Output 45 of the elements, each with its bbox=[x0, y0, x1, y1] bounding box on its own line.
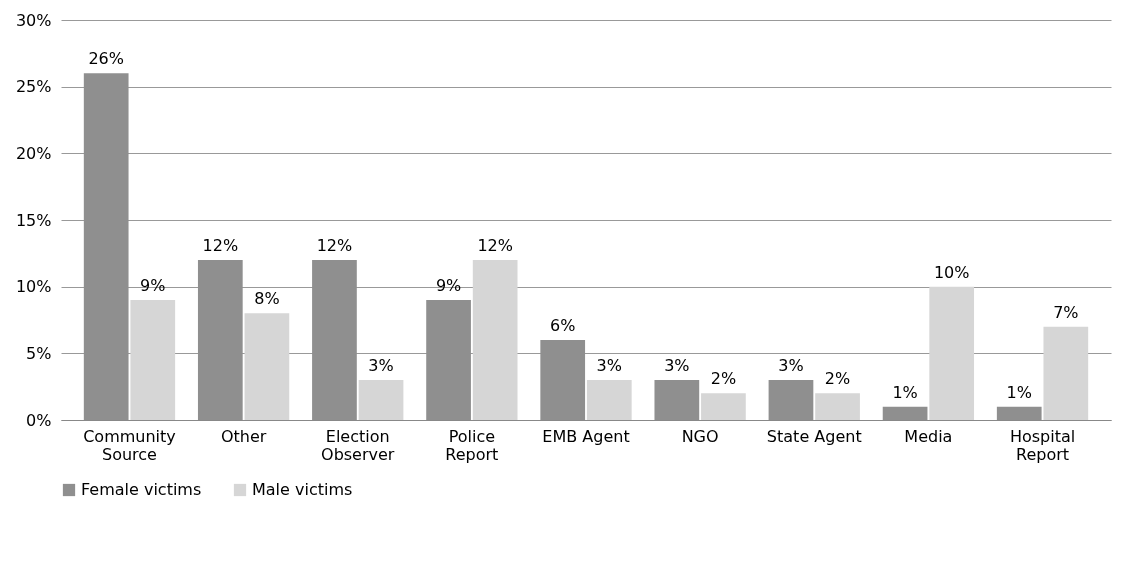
bar bbox=[244, 313, 290, 420]
legend-label: Male victims bbox=[252, 480, 353, 499]
bar bbox=[1043, 326, 1089, 420]
x-tick-label: NGO bbox=[681, 426, 719, 446]
y-tick-label: 30% bbox=[15, 10, 52, 30]
x-tick-label: Community Source bbox=[83, 426, 176, 464]
y-tick-label: 10% bbox=[15, 277, 52, 297]
y-tick-label: 20% bbox=[15, 143, 52, 163]
bar bbox=[586, 380, 632, 420]
bar bbox=[472, 260, 518, 420]
x-tick-label: Other bbox=[220, 426, 267, 446]
y-tick-label: 0% bbox=[26, 410, 52, 430]
data-label: 3% bbox=[778, 356, 804, 375]
bar bbox=[358, 380, 404, 420]
bar bbox=[701, 393, 746, 420]
data-label: 26% bbox=[88, 49, 124, 69]
data-label: 1% bbox=[892, 382, 918, 402]
y-tick-label: 25% bbox=[15, 77, 52, 97]
x-tick-label: Media bbox=[904, 426, 953, 446]
legend-label: Female victims bbox=[81, 480, 202, 499]
data-label: 12% bbox=[202, 236, 239, 255]
bar bbox=[929, 286, 975, 420]
y-tick-label: 15% bbox=[15, 210, 52, 230]
x-tick-label: EMB Agent bbox=[542, 426, 630, 446]
data-label: 2% bbox=[710, 369, 737, 389]
data-label: 7% bbox=[1053, 302, 1079, 322]
x-tick-label: Election Observer bbox=[321, 426, 395, 464]
data-label: 2% bbox=[824, 369, 851, 389]
x-tick-label: Police Report bbox=[445, 426, 499, 464]
data-label: 3% bbox=[368, 356, 394, 375]
data-label: 10% bbox=[933, 262, 970, 282]
bar bbox=[815, 393, 860, 420]
y-tick-label: 5% bbox=[26, 343, 52, 363]
data-label: 6% bbox=[550, 316, 576, 335]
x-tick-label: Hospital Report bbox=[1009, 426, 1076, 464]
data-label: 9% bbox=[435, 276, 462, 295]
data-label: 12% bbox=[477, 236, 513, 255]
data-label: 1% bbox=[1006, 382, 1032, 402]
data-label: 3% bbox=[596, 356, 622, 375]
data-label: 12% bbox=[316, 236, 353, 255]
bar bbox=[130, 300, 176, 420]
data-label: 9% bbox=[140, 276, 166, 295]
data-label: 3% bbox=[664, 356, 690, 375]
data-label: 8% bbox=[254, 289, 280, 309]
x-tick-label: State Agent bbox=[766, 426, 862, 446]
